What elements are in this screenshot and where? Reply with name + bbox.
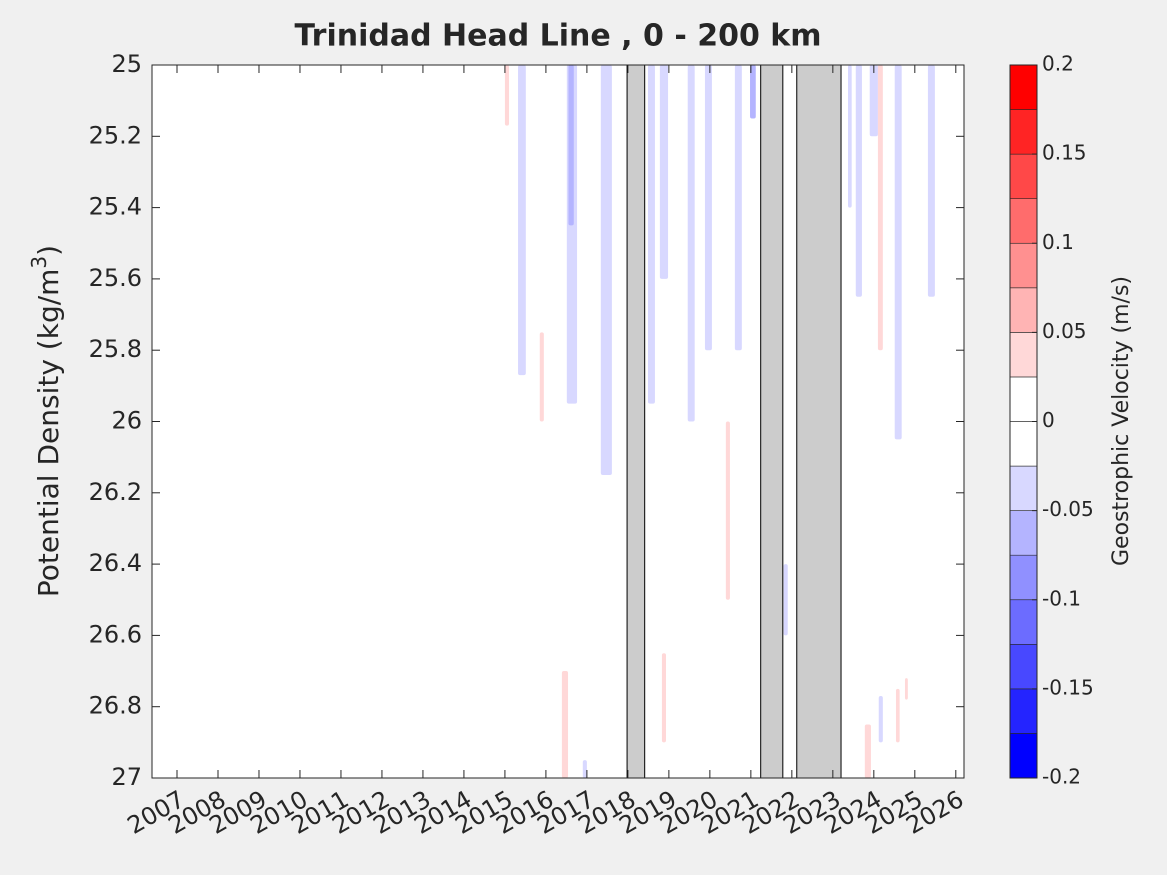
colorbar-swatch [1009, 421, 1038, 467]
y-axis-label-text: Potential Density (kg/m [32, 269, 65, 598]
no-data-gap [760, 64, 784, 779]
y-tick-label: 25.6 [89, 264, 142, 292]
colorbar-swatch [1009, 332, 1038, 378]
cell [927, 65, 935, 297]
colorbar-swatch [1009, 153, 1038, 199]
colorbar-swatch [1009, 554, 1038, 601]
colorbar-tick-label: 0.1 [1042, 230, 1074, 254]
y-tick-label: 26.2 [89, 478, 142, 506]
colorbar-swatch [1009, 644, 1038, 690]
no-data-gap [796, 64, 842, 779]
chart-title: Trinidad Head Line , 0 - 200 km [294, 19, 821, 54]
colorbar-tick-label: 0 [1042, 408, 1055, 432]
cell [855, 65, 862, 297]
colorbar-swatch [1009, 64, 1038, 110]
cell [568, 65, 574, 226]
colorbar-swatch [1009, 198, 1038, 244]
y-tick-label: 25.4 [89, 193, 142, 221]
colorbar-swatch [1009, 733, 1038, 779]
cell [600, 65, 612, 475]
cell [518, 65, 526, 376]
colorbar-swatch [1009, 465, 1038, 511]
cell [894, 65, 902, 440]
cell [869, 65, 878, 137]
colorbar-swatch [1009, 510, 1038, 556]
y-tick-label: 25 [111, 50, 142, 78]
colorbar-tick-label: -0.15 [1042, 675, 1094, 699]
cell [734, 65, 742, 351]
colorbar-swatch [1009, 599, 1038, 645]
colorbar-tick-label: 0.15 [1042, 141, 1087, 165]
cell [725, 421, 730, 600]
plot-area [152, 65, 964, 778]
colorbar-swatch [1009, 688, 1038, 734]
cell [877, 65, 883, 351]
cell [783, 564, 788, 636]
cell [895, 688, 900, 743]
y-axis-label: Potential Density (kg/m3) [27, 245, 66, 597]
colorbar-tick-label: -0.2 [1042, 765, 1081, 789]
y-axis-label-end: ) [32, 245, 65, 256]
cell [647, 65, 655, 404]
cell [659, 65, 669, 279]
colorbar-tick-label: 0.2 [1042, 52, 1074, 76]
no-data-gap [626, 64, 646, 779]
y-tick-label: 27 [111, 763, 142, 791]
cells [504, 64, 935, 779]
y-tick-label: 26.4 [89, 549, 142, 577]
y-tick-label: 26.8 [89, 692, 142, 720]
colorbar-tick-label: -0.05 [1042, 497, 1094, 521]
y-tick-label: 26.6 [89, 620, 142, 648]
cell [661, 653, 667, 743]
y-axis-label-sup: 3 [27, 256, 51, 269]
colorbar-tick-label: 0.05 [1042, 319, 1087, 343]
cell [848, 65, 852, 208]
cell [704, 65, 712, 351]
cell [539, 332, 544, 422]
cell [750, 65, 756, 119]
cell [687, 65, 695, 422]
colorbar-tick-label: -0.1 [1042, 586, 1081, 610]
cell [504, 65, 510, 126]
y-tick-label: 25.8 [89, 335, 142, 363]
cell [864, 724, 871, 778]
colorbar-label: Geostrophic Velocity (m/s) [1109, 276, 1134, 566]
y-tick-label: 26 [111, 407, 142, 435]
colorbar-swatch [1009, 287, 1038, 333]
cell [582, 760, 587, 778]
cell [561, 671, 569, 778]
colorbar-swatch [1009, 242, 1038, 289]
colorbar-swatch [1009, 376, 1038, 422]
cell [904, 678, 908, 700]
cell [878, 696, 883, 743]
colorbar-swatch [1009, 109, 1038, 155]
y-tick-label: 25.2 [89, 121, 142, 149]
